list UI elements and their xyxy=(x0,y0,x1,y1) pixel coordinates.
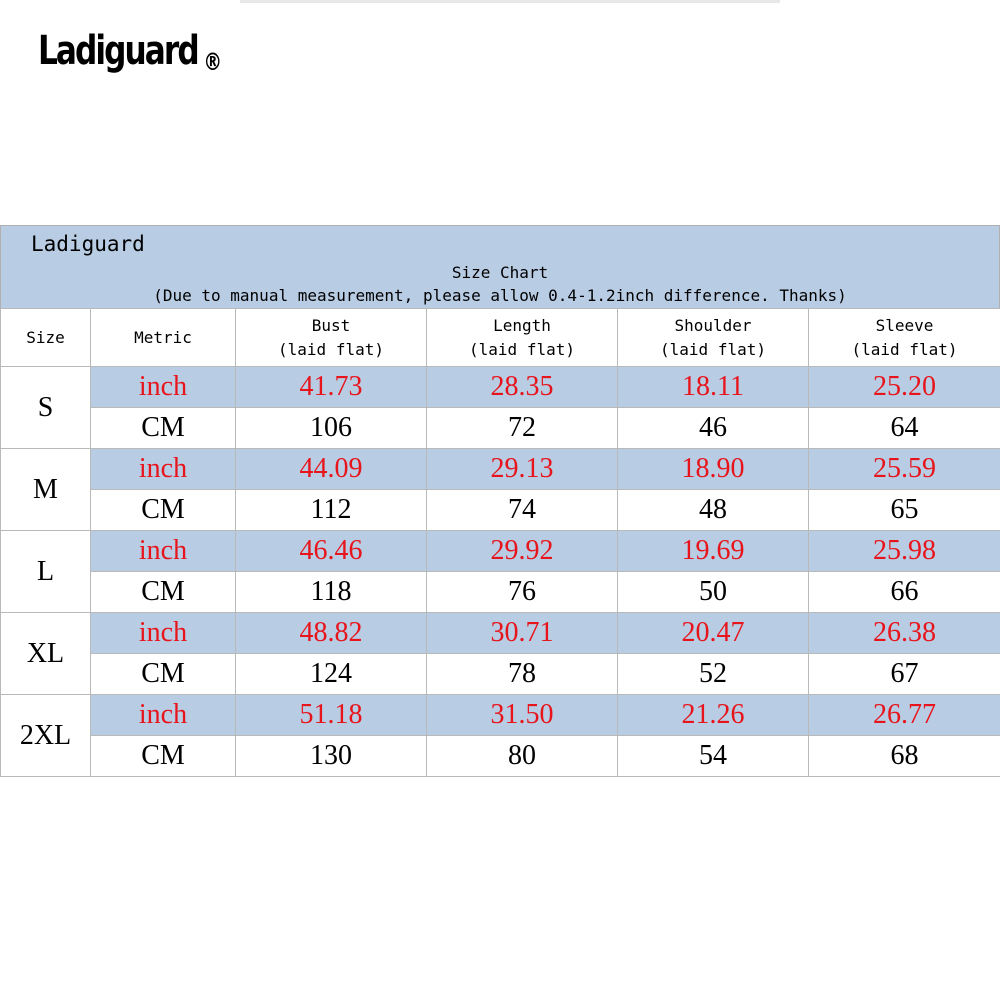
sleeve-cm-value: 64 xyxy=(808,407,1000,449)
table-row-cm: CM 112 74 48 65 xyxy=(1,489,1000,531)
sleeve-cm-value: 67 xyxy=(808,653,1000,695)
length-inch-value: 29.13 xyxy=(426,448,618,490)
col-header-length: Length (laid flat) xyxy=(426,308,618,367)
metric-inch-label: inch xyxy=(90,530,236,572)
chart-note: (Due to manual measurement, please allow… xyxy=(153,286,847,305)
chart-title: Size Chart xyxy=(451,263,549,282)
shoulder-inch-value: 19.69 xyxy=(617,530,809,572)
length-cm-value: 78 xyxy=(426,653,618,695)
col-header-bust: Bust (laid flat) xyxy=(235,308,427,367)
sleeve-cm-value: 65 xyxy=(808,489,1000,531)
size-label: 2XL xyxy=(0,694,91,777)
logo-text: Ladiguard xyxy=(38,28,200,74)
length-inch-value: 28.35 xyxy=(426,366,618,408)
metric-cm-label: CM xyxy=(90,407,236,449)
table-row-cm: CM 106 72 46 64 xyxy=(1,407,1000,449)
shoulder-cm-value: 54 xyxy=(617,735,809,777)
length-cm-value: 74 xyxy=(426,489,618,531)
shoulder-cm-value: 52 xyxy=(617,653,809,695)
col-header-shoulder-name: Shoulder xyxy=(674,315,752,335)
sleeve-cm-value: 66 xyxy=(808,571,1000,613)
metric-inch-label: inch xyxy=(90,612,236,654)
col-header-size: Size xyxy=(0,308,91,367)
bust-cm-value: 124 xyxy=(235,653,427,695)
size-label: M xyxy=(0,448,91,531)
bust-cm-value: 130 xyxy=(235,735,427,777)
bust-cm-value: 106 xyxy=(235,407,427,449)
sleeve-inch-value: 26.38 xyxy=(808,612,1000,654)
col-header-metric: Metric xyxy=(90,308,236,367)
length-inch-value: 30.71 xyxy=(426,612,618,654)
bust-inch-value: 46.46 xyxy=(235,530,427,572)
table-row-inch: 2XL inch 51.18 31.50 21.26 26.77 xyxy=(0,694,1000,777)
length-inch-value: 29.92 xyxy=(426,530,618,572)
bust-inch-value: 44.09 xyxy=(235,448,427,490)
col-header-sleeve: Sleeve (laid flat) xyxy=(808,308,1000,367)
size-label: S xyxy=(0,366,91,449)
bust-cm-value: 112 xyxy=(235,489,427,531)
length-cm-value: 76 xyxy=(426,571,618,613)
bust-cm-value: 118 xyxy=(235,571,427,613)
shoulder-cm-value: 46 xyxy=(617,407,809,449)
shoulder-inch-value: 21.26 xyxy=(617,694,809,736)
col-header-length-name: Length xyxy=(493,315,551,335)
table-row-cm: CM 118 76 50 66 xyxy=(1,571,1000,613)
size-table: Size Metric Bust (laid flat) Length (lai… xyxy=(0,308,1000,777)
length-cm-value: 80 xyxy=(426,735,618,777)
chart-brand: Ladiguard xyxy=(31,232,145,256)
bust-inch-value: 41.73 xyxy=(235,366,427,408)
metric-inch-label: inch xyxy=(90,448,236,490)
table-header-row: Size Metric Bust (laid flat) Length (lai… xyxy=(0,308,1000,367)
shoulder-cm-value: 50 xyxy=(617,571,809,613)
col-header-sleeve-sub: (laid flat) xyxy=(851,339,958,359)
size-label: XL xyxy=(0,612,91,695)
col-header-shoulder: Shoulder (laid flat) xyxy=(617,308,809,367)
top-divider xyxy=(240,0,780,3)
col-header-shoulder-sub: (laid flat) xyxy=(660,339,766,359)
size-label: L xyxy=(0,530,91,613)
brand-logo: Ladiguard ® xyxy=(38,28,222,76)
metric-cm-label: CM xyxy=(90,735,236,777)
shoulder-cm-value: 48 xyxy=(617,489,809,531)
shoulder-inch-value: 18.11 xyxy=(617,366,809,408)
shoulder-inch-value: 18.90 xyxy=(617,448,809,490)
metric-cm-label: CM xyxy=(90,653,236,695)
metric-inch-label: inch xyxy=(90,366,236,408)
metric-inch-label: inch xyxy=(90,694,236,736)
sleeve-inch-value: 25.20 xyxy=(808,366,1000,408)
shoulder-inch-value: 20.47 xyxy=(617,612,809,654)
registered-mark: ® xyxy=(203,48,222,76)
col-header-bust-sub: (laid flat) xyxy=(278,339,384,359)
col-header-sleeve-name: Sleeve xyxy=(875,315,934,335)
sleeve-inch-value: 25.59 xyxy=(808,448,1000,490)
bust-inch-value: 48.82 xyxy=(235,612,427,654)
size-chart: Ladiguard Size Chart (Due to manual meas… xyxy=(0,225,1000,777)
sleeve-cm-value: 68 xyxy=(808,735,1000,777)
length-inch-value: 31.50 xyxy=(426,694,618,736)
metric-cm-label: CM xyxy=(90,489,236,531)
table-row-cm: CM 130 80 54 68 xyxy=(1,735,1000,777)
table-row-inch: XL inch 48.82 30.71 20.47 26.38 xyxy=(0,612,1000,695)
col-header-length-sub: (laid flat) xyxy=(469,339,575,359)
bust-inch-value: 51.18 xyxy=(235,694,427,736)
length-cm-value: 72 xyxy=(426,407,618,449)
size-chart-header: Ladiguard Size Chart (Due to manual meas… xyxy=(0,225,1000,308)
col-header-bust-name: Bust xyxy=(311,315,351,335)
sleeve-inch-value: 25.98 xyxy=(808,530,1000,572)
table-row-cm: CM 124 78 52 67 xyxy=(1,653,1000,695)
sleeve-inch-value: 26.77 xyxy=(808,694,1000,736)
metric-cm-label: CM xyxy=(90,571,236,613)
